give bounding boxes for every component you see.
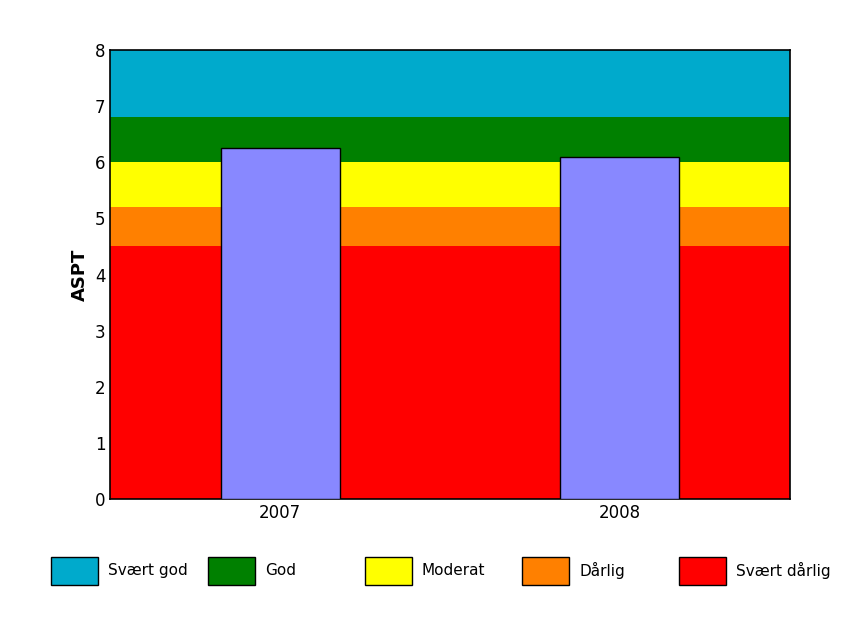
Text: Svært dårlig: Svært dårlig: [736, 562, 830, 580]
Text: Dårlig: Dårlig: [579, 562, 625, 580]
Bar: [110, 50, 790, 117]
Bar: [110, 162, 790, 207]
Bar: [110, 246, 790, 499]
Text: Svært god: Svært god: [108, 563, 188, 578]
Y-axis label: ASPT: ASPT: [71, 248, 89, 301]
Bar: [110, 207, 790, 246]
Bar: [221, 149, 340, 499]
Bar: [560, 157, 679, 499]
Text: God: God: [265, 563, 296, 578]
Text: Moderat: Moderat: [422, 563, 486, 578]
Bar: [110, 117, 790, 162]
